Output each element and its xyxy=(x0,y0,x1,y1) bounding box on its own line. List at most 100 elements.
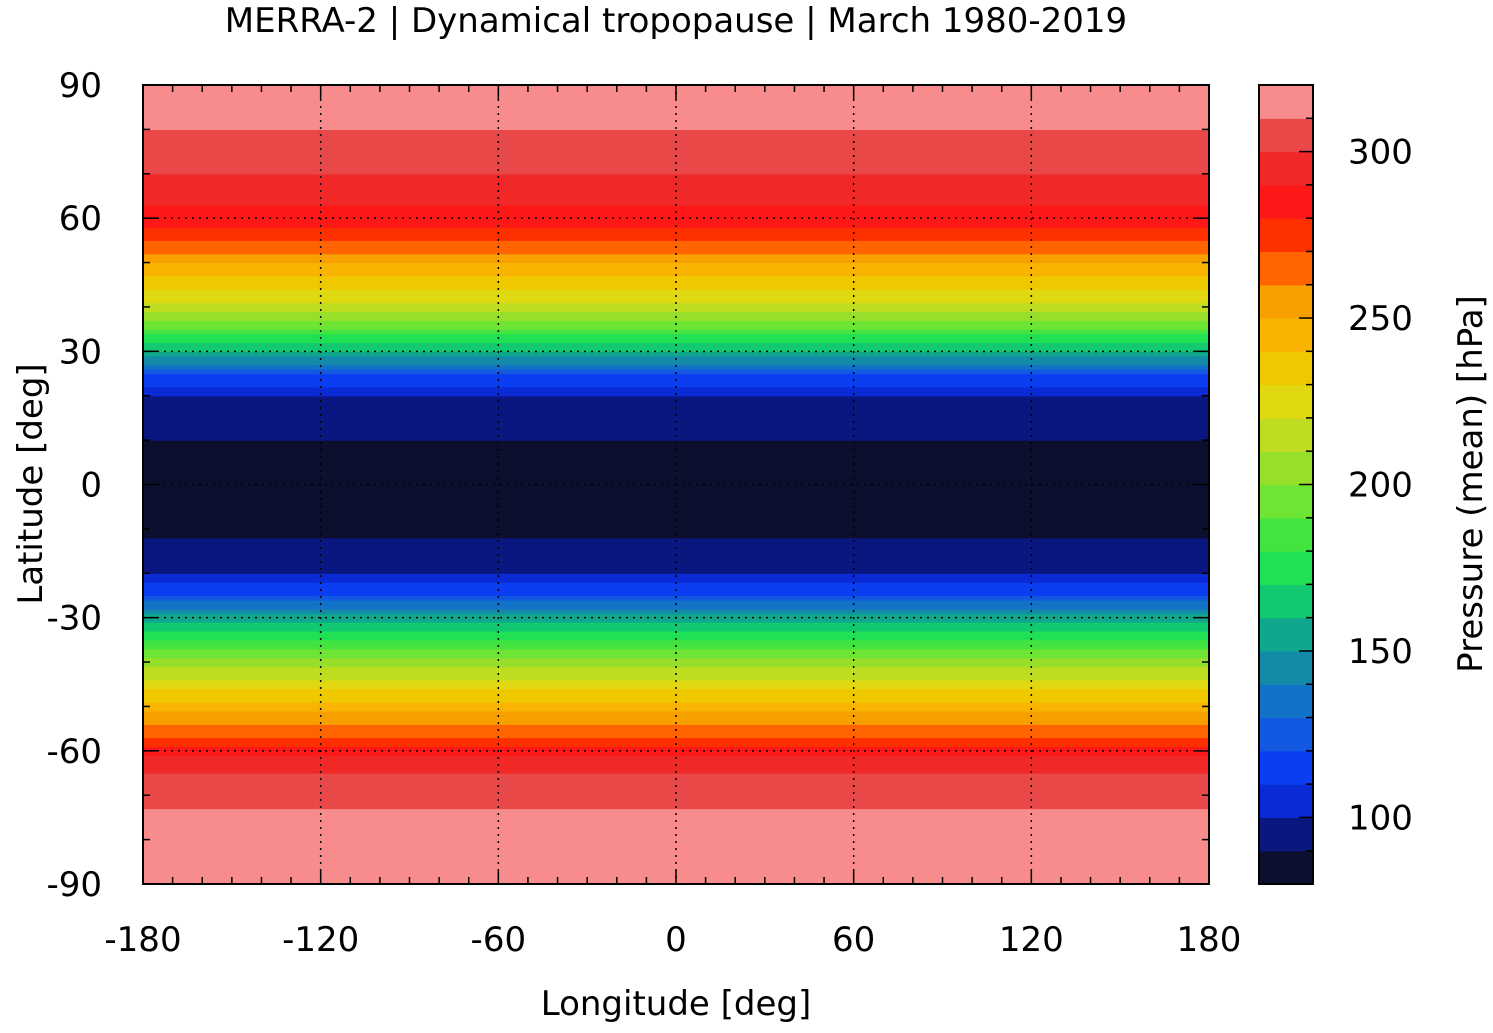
heatmap-band xyxy=(143,311,1209,317)
heatmap-band xyxy=(143,728,1209,734)
heatmap-band xyxy=(143,457,1209,463)
x-tick-label: -180 xyxy=(104,920,181,960)
heatmap-band xyxy=(143,324,1209,330)
colorbar-tick-label: 250 xyxy=(1348,299,1413,339)
heatmap-band xyxy=(143,493,1209,499)
heatmap-band xyxy=(143,564,1209,570)
heatmap-band xyxy=(143,710,1209,716)
y-tick-label: -90 xyxy=(46,865,102,905)
chart-title: MERRA-2 | Dynamical tropopause | March 1… xyxy=(225,1,1127,41)
heatmap-band xyxy=(143,515,1209,521)
y-axis-label: Latitude [deg] xyxy=(11,363,51,604)
colorbar-segment xyxy=(1259,184,1313,219)
heatmap-band xyxy=(143,653,1209,659)
heatmap-band xyxy=(143,156,1209,162)
colorbar-segment xyxy=(1259,850,1313,884)
heatmap-band xyxy=(143,253,1209,259)
heatmap-band xyxy=(143,684,1209,690)
y-tick-label: -60 xyxy=(46,732,102,772)
colorbar-segment xyxy=(1259,384,1313,419)
heatmap-band xyxy=(143,107,1209,113)
heatmap-band xyxy=(143,187,1209,193)
colorbar xyxy=(1259,85,1313,884)
heatmap-band xyxy=(143,502,1209,508)
heatmap-band xyxy=(143,395,1209,401)
heatmap-band xyxy=(143,142,1209,148)
heatmap-band xyxy=(143,675,1209,681)
heatmap-band xyxy=(143,848,1209,854)
grid-lines xyxy=(143,85,1209,884)
colorbar-segment xyxy=(1259,451,1313,486)
heatmap-band xyxy=(143,591,1209,597)
y-tick-label: 90 xyxy=(59,66,102,106)
heatmap-band xyxy=(143,227,1209,233)
x-tick-label: 120 xyxy=(999,920,1064,960)
heatmap-band xyxy=(143,861,1209,867)
colorbar-segment xyxy=(1259,351,1313,386)
colorbar-segment xyxy=(1259,251,1313,286)
heatmap-band xyxy=(143,164,1209,170)
x-tick-label: -120 xyxy=(282,920,359,960)
heatmap-band xyxy=(143,604,1209,610)
x-tick-label: 0 xyxy=(665,920,687,960)
x-tick-label: 180 xyxy=(1177,920,1242,960)
colorbar-segment xyxy=(1259,517,1313,552)
heatmap-band xyxy=(143,191,1209,197)
heatmap-band xyxy=(143,262,1209,268)
y-tick-label: 0 xyxy=(80,466,102,506)
heatmap-band xyxy=(143,830,1209,836)
y-tick-label: 30 xyxy=(59,332,102,372)
colorbar-tick-label: 200 xyxy=(1348,466,1413,506)
heatmap-band xyxy=(143,298,1209,304)
y-tick-label: -30 xyxy=(46,599,102,639)
colorbar-tick-label: 300 xyxy=(1348,133,1413,173)
heatmap-band xyxy=(143,724,1209,730)
colorbar-segment xyxy=(1259,817,1313,852)
heatmap-band xyxy=(143,200,1209,206)
heatmap-band xyxy=(143,533,1209,539)
heatmap-band xyxy=(143,431,1209,437)
heatmap-band xyxy=(143,138,1209,144)
colorbar-segment xyxy=(1259,151,1313,186)
heatmap-band xyxy=(143,551,1209,557)
heatmap-band xyxy=(143,382,1209,388)
heatmap-band xyxy=(143,346,1209,352)
heatmap-band xyxy=(143,400,1209,406)
colorbar-segment xyxy=(1259,584,1313,619)
heatmap-band xyxy=(143,635,1209,641)
heatmap-band xyxy=(143,386,1209,392)
heatmap-band xyxy=(143,506,1209,512)
heatmap-band xyxy=(143,866,1209,872)
heatmap-band xyxy=(143,613,1209,619)
heatmap-band xyxy=(143,133,1209,139)
heatmap-band xyxy=(143,266,1209,273)
heatmap-band xyxy=(143,799,1209,805)
heatmap-band xyxy=(143,369,1209,375)
heatmap-band xyxy=(143,555,1209,561)
heatmap-band xyxy=(143,759,1209,765)
colorbar-segment xyxy=(1259,750,1313,785)
heatmap-band xyxy=(143,360,1209,366)
heatmap-band xyxy=(143,249,1209,255)
colorbar-segment xyxy=(1259,284,1313,319)
colorbar-segment xyxy=(1259,85,1313,119)
heatmap-band xyxy=(143,542,1209,548)
heatmap-band xyxy=(143,639,1209,645)
heatmap-band xyxy=(143,733,1209,739)
heatmap-band xyxy=(143,626,1209,632)
heatmap-band xyxy=(143,116,1209,122)
heatmap-band xyxy=(143,435,1209,441)
x-axis-label: Longitude [deg] xyxy=(541,984,812,1024)
heatmap-band xyxy=(143,786,1209,792)
heatmap-band xyxy=(143,577,1209,583)
heatmap-band xyxy=(143,599,1209,605)
heatmap-band xyxy=(143,338,1209,344)
heatmap-band xyxy=(143,351,1209,357)
heatmap-band xyxy=(143,520,1209,526)
heatmap-band xyxy=(143,129,1209,135)
colorbar-segment xyxy=(1259,484,1313,519)
colorbar-segment xyxy=(1259,417,1313,452)
x-tick-label: -60 xyxy=(471,920,527,960)
heatmap-band xyxy=(143,364,1209,370)
